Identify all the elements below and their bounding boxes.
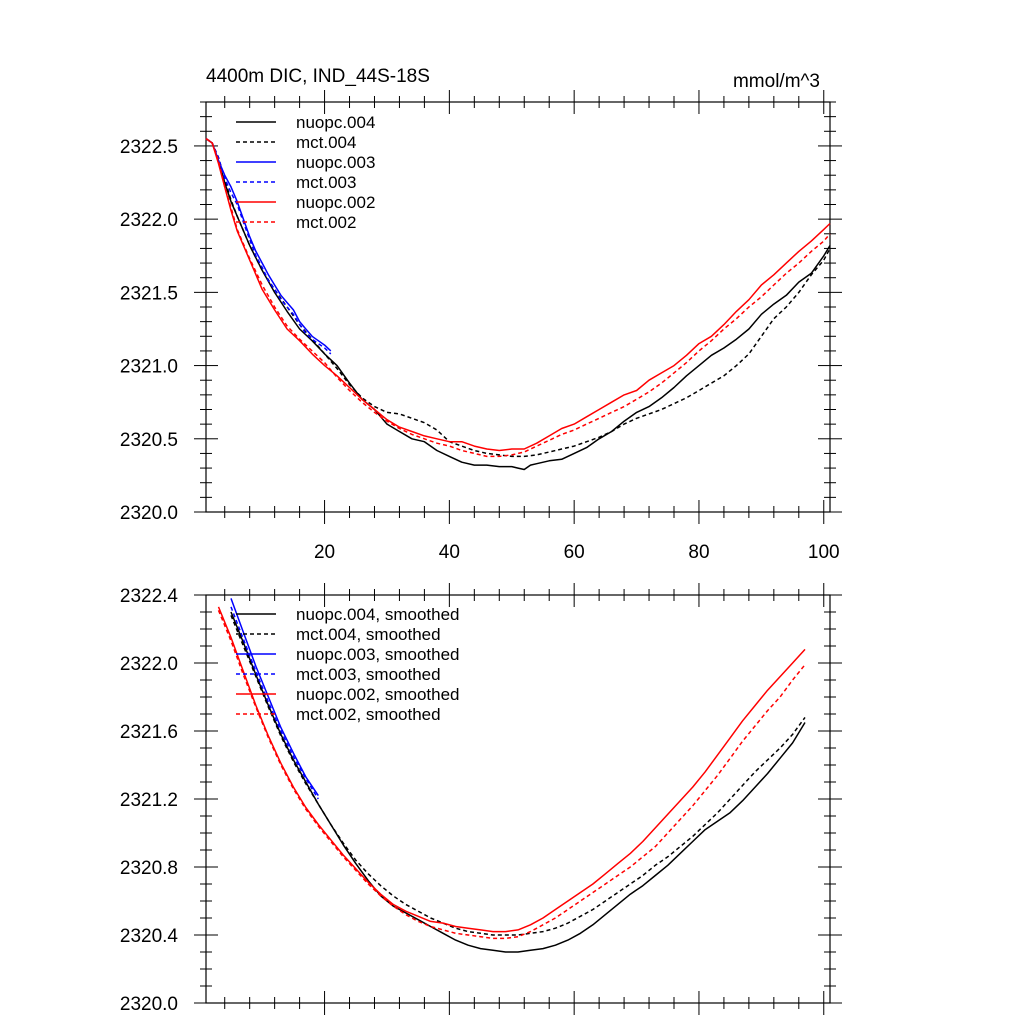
y-tick-label: 2321.5 [120, 283, 178, 304]
legend-label: nuopc.003, smoothed [296, 645, 460, 664]
y-tick-label: 2322.4 [120, 586, 179, 607]
legend-label: mct.002 [296, 213, 356, 232]
series-line-4 [230, 606, 319, 800]
series-line-4 [205, 137, 332, 355]
legend-label: nuopc.003 [296, 153, 375, 172]
y-tick-label: 2322.0 [120, 654, 178, 675]
series-line-5 [205, 137, 831, 452]
legend-label: nuopc.002 [296, 193, 375, 212]
y-tick-label: 2322.0 [120, 210, 178, 231]
y-tick-label: 2320.0 [120, 503, 178, 524]
y-tick-label: 2320.8 [120, 858, 178, 879]
series-line-1 [205, 137, 831, 471]
series-line-6 [205, 137, 831, 458]
series-line-3 [230, 598, 319, 797]
y-tick-label: 2320.4 [120, 926, 179, 947]
chart-panel-1: 20 40 60 80 100 2320.0 2320.5 2321.0 2321.5 2322.… [120, 66, 842, 563]
chart-panel-2: 2320.0 2320.4 2320.8 2321.2 2321.6 2322.0 2322… [120, 583, 842, 1015]
legend-label: mct.003 [296, 173, 356, 192]
y-tick-label: 2322.5 [120, 137, 178, 158]
x-tick-label: 60 [564, 542, 585, 563]
legend-label: mct.004 [296, 133, 356, 152]
legend-label: nuopc.004, smoothed [296, 605, 460, 624]
x-tick-label: 40 [439, 542, 460, 563]
x-tick-label: 100 [808, 542, 840, 563]
series-line-2 [230, 615, 806, 936]
series-line-5 [217, 606, 806, 933]
y-tick-label: 2321.0 [120, 357, 178, 378]
legend-label: mct.003, smoothed [296, 665, 441, 684]
series-line-6 [217, 610, 806, 940]
x-tick-label: 80 [688, 542, 709, 563]
legend-label: nuopc.004 [296, 113, 375, 132]
y-tick-label: 2321.6 [120, 722, 178, 743]
chart-title: 4400m DIC, IND_44S-18S [206, 66, 430, 87]
series-line-3 [205, 137, 332, 352]
legend-label: mct.004, smoothed [296, 625, 441, 644]
legend-label: nuopc.002, smoothed [296, 685, 460, 704]
y-tick-label: 2321.2 [120, 790, 178, 811]
legend-label: mct.002, smoothed [296, 705, 441, 724]
units-label: mmol/m^3 [733, 71, 820, 92]
x-tick-label: 20 [314, 542, 335, 563]
y-tick-label: 2320.5 [120, 430, 178, 451]
y-tick-label: 2320.0 [120, 994, 178, 1015]
